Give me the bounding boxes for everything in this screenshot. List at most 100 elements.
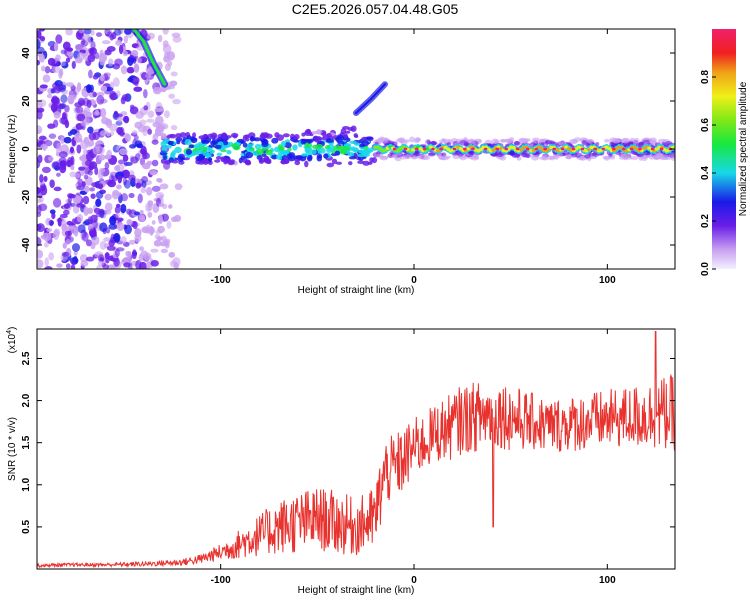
heatmap-cell: [664, 140, 673, 145]
heatmap-cell: [87, 126, 94, 134]
heatmap-cell: [37, 198, 43, 203]
spectrogram-x-tick-label: -100: [211, 275, 231, 286]
heatmap-cell: [170, 71, 178, 77]
heatmap-cell: [87, 169, 93, 176]
heatmap-cell: [365, 136, 373, 140]
heatmap-cell: [39, 35, 46, 42]
heatmap-cell: [101, 264, 110, 269]
heatmap-cell: [42, 74, 51, 83]
heatmap-cell: [158, 179, 163, 184]
heatmap-cell: [621, 137, 631, 144]
heatmap-cell: [166, 220, 172, 229]
heatmap-cell: [82, 220, 90, 226]
heatmap-cell: [44, 266, 53, 269]
heatmap-cell: [528, 154, 535, 158]
heatmap-cell: [122, 154, 129, 162]
heatmap-cell: [112, 77, 120, 87]
heatmap-cell: [106, 132, 111, 137]
snr-x-label: Height of straight line (km): [298, 585, 415, 596]
heatmap-cell: [595, 141, 600, 147]
heatmap-cell: [629, 147, 634, 151]
heatmap-cell: [443, 145, 448, 150]
heatmap-cell: [334, 150, 341, 156]
snr-chart: -100 0 100 0.5 1.0 1.5 2.0 2.5 Height of strai…: [6, 327, 676, 596]
heatmap-cell: [656, 153, 664, 157]
heatmap-cell: [77, 178, 84, 187]
heatmap-cell: [131, 130, 138, 135]
heatmap-cell: [446, 142, 452, 147]
heatmap-cell: [298, 142, 303, 148]
heatmap-cell: [164, 239, 170, 249]
heatmap-cell: [292, 139, 300, 143]
heatmap-cell: [37, 29, 42, 39]
heatmap-cell: [98, 154, 106, 161]
heatmap-cell: [75, 106, 84, 114]
snr-y-multiplier-exp: 4: [6, 330, 13, 334]
heatmap-cell: [376, 137, 384, 144]
spectrogram-y-tick-label: 20: [21, 95, 32, 107]
snr-frame: [36, 328, 676, 570]
heatmap-cell: [117, 116, 123, 123]
heatmap-cell: [164, 63, 171, 71]
heatmap-cell: [253, 137, 261, 142]
heatmap-cell: [292, 144, 298, 151]
heatmap-cell: [63, 209, 70, 216]
heatmap-cell: [118, 44, 124, 55]
heatmap-cell: [105, 257, 110, 264]
heatmap-cell: [120, 65, 128, 75]
snr-y-tick-label: 0.5: [21, 520, 32, 534]
heatmap-cell: [66, 47, 74, 52]
heatmap-cell: [82, 195, 90, 205]
heatmap-cell: [331, 158, 338, 165]
heatmap-cell: [184, 138, 192, 146]
heatmap-cell: [357, 160, 365, 164]
heatmap-cell: [607, 146, 612, 151]
heatmap-cell: [208, 133, 213, 138]
heatmap-cell: [379, 155, 389, 161]
heatmap-cell: [416, 152, 421, 156]
heatmap-cell: [441, 152, 447, 157]
heatmap-cell: [648, 139, 657, 144]
heatmap-cell: [660, 154, 669, 160]
snr-x-ticks: -100 0 100: [211, 329, 616, 586]
heatmap-cell: [108, 223, 118, 230]
colorbar-gradient: [712, 29, 736, 269]
heatmap-cell: [127, 77, 134, 83]
colorbar: 0.0 0.2 0.4 0.6 0.8 Normalized spectral ampl…: [700, 29, 749, 276]
heatmap-cell: [499, 146, 503, 150]
snr-y-tick-label: 2.0: [21, 393, 32, 407]
heatmap-cell: [99, 74, 105, 82]
heatmap-cell: [160, 158, 165, 164]
heatmap-cell: [94, 166, 99, 176]
heatmap-cell: [41, 65, 46, 72]
heatmap-cell: [539, 146, 544, 150]
heatmap-cell: [162, 154, 167, 161]
heatmap-cell: [249, 135, 255, 142]
spectrogram-y-tick-label: 40: [21, 47, 32, 59]
heatmap-falling-chirp: [130, 29, 169, 88]
snr-y-tick-label: 1.0: [21, 477, 32, 491]
heatmap-cell: [192, 151, 197, 156]
heatmap-cell: [73, 251, 78, 256]
heatmap-cell: [39, 174, 44, 183]
heatmap-cell: [357, 153, 366, 158]
heatmap-cell: [91, 181, 100, 188]
heatmap-cell: [73, 132, 83, 143]
heatmap-cell: [97, 170, 104, 180]
heatmap-cell: [100, 107, 107, 118]
heatmap-cell: [37, 223, 45, 233]
heatmap-cell: [79, 254, 88, 263]
heatmap-cell: [459, 140, 468, 146]
heatmap-cell: [322, 131, 327, 139]
heatmap-cell: [411, 148, 416, 152]
spectrogram-x-label: Height of straight line (km): [298, 285, 415, 296]
heatmap-cell: [128, 193, 135, 199]
heatmap-cell: [190, 136, 195, 142]
heatmap-cell: [99, 59, 106, 66]
heatmap-cell: [37, 249, 44, 259]
heatmap-cell: [541, 155, 549, 161]
heatmap-cell: [376, 153, 382, 158]
heatmap-cell: [128, 239, 136, 245]
heatmap-cell: [194, 143, 200, 149]
